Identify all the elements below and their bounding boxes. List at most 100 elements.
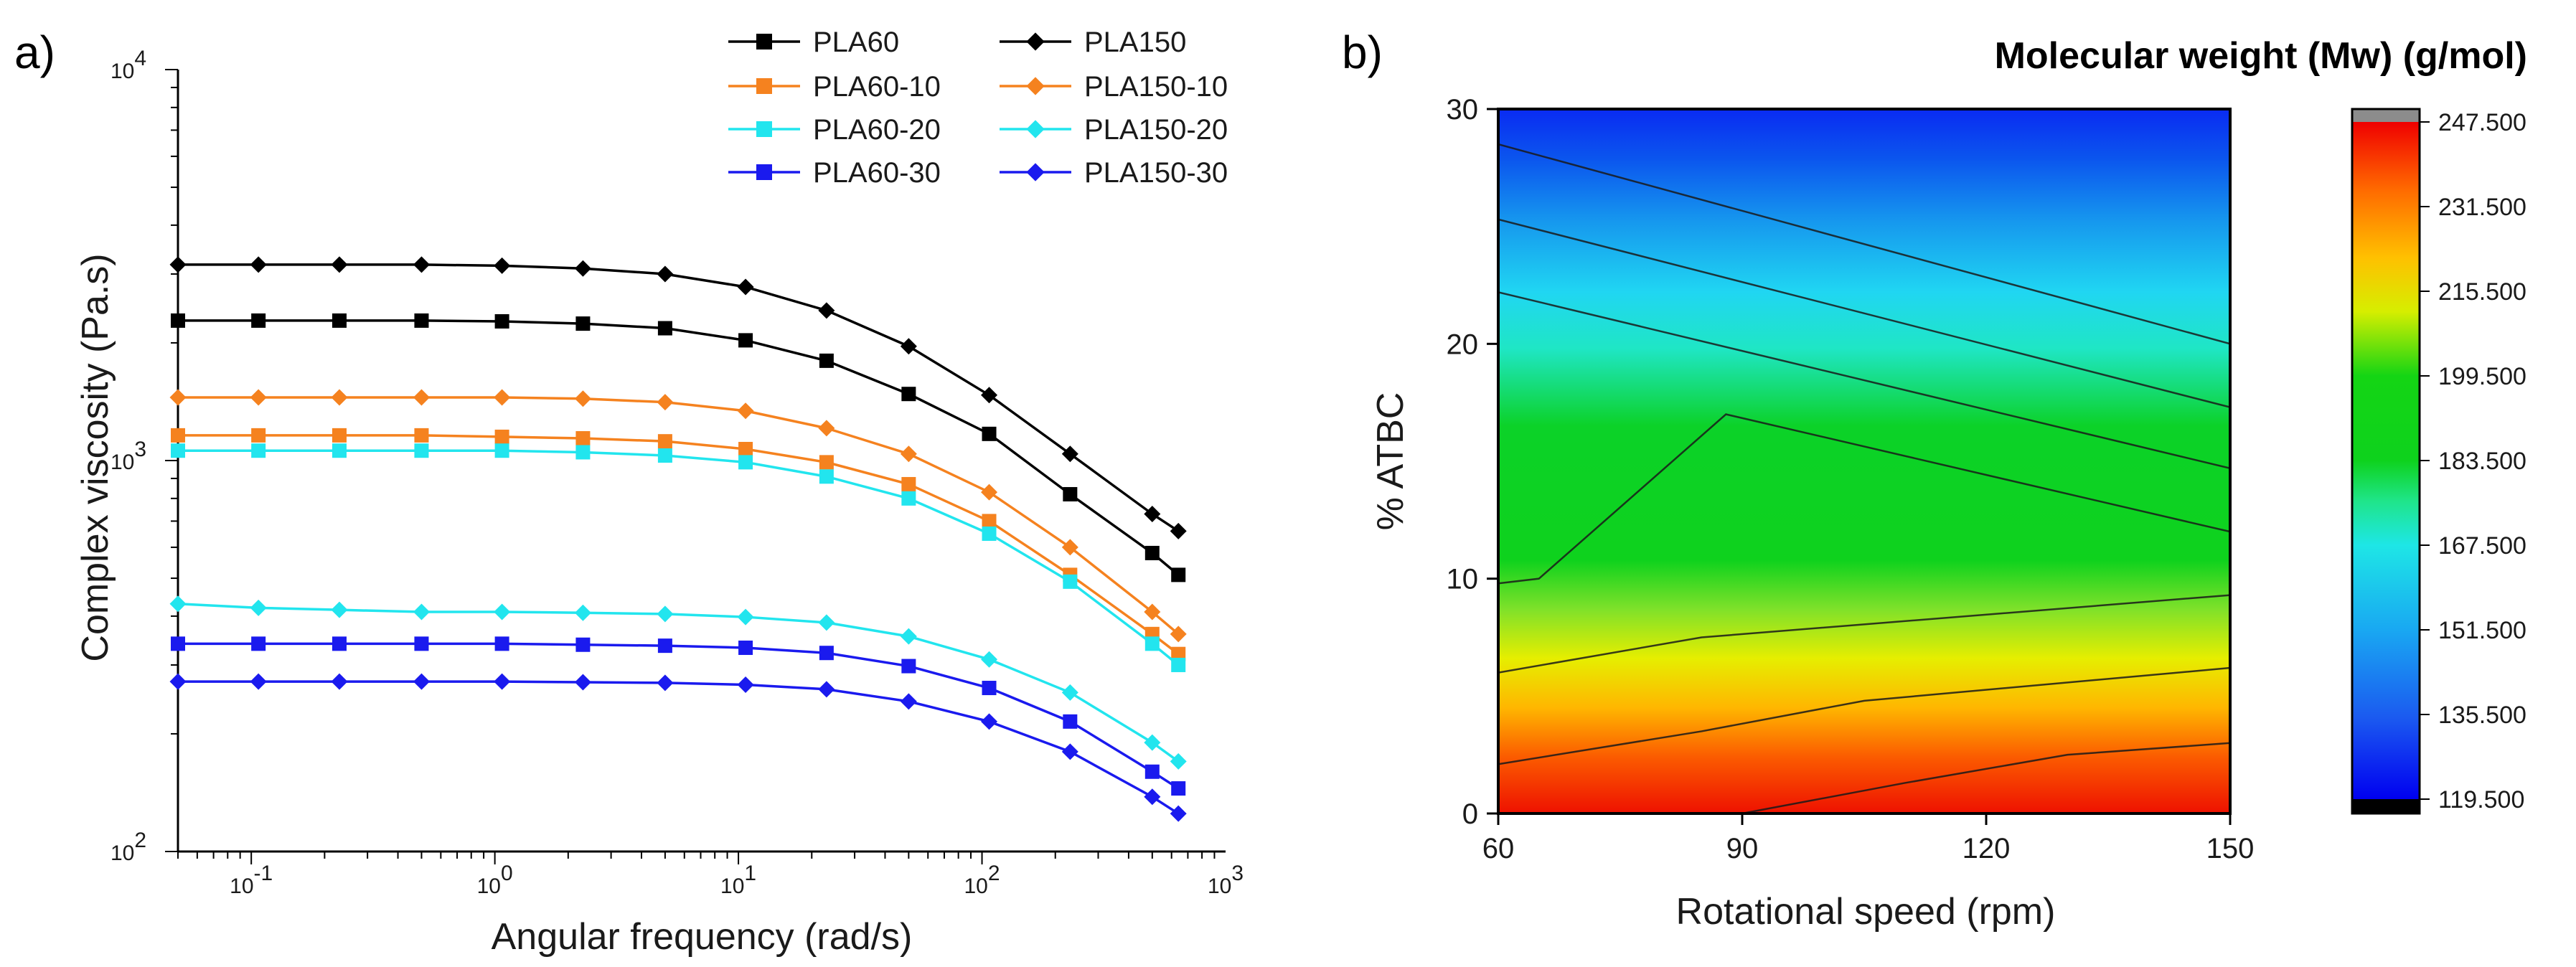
series-PLA150-20	[169, 595, 1187, 770]
x-tick-label-3: 102	[964, 862, 1000, 898]
data-point-PLA150-30-10	[981, 713, 998, 730]
series-PLA150-10	[169, 389, 1187, 643]
data-point-PLA150-8	[818, 302, 835, 319]
b-x-tick-label-0: 60	[1482, 833, 1515, 864]
data-point-PLA60-30-0	[171, 636, 185, 651]
data-point-PLA150-20-1	[250, 599, 267, 616]
x-tick-label-2: 101	[720, 862, 756, 898]
data-point-PLA150-9	[900, 338, 917, 355]
contour-line-0	[1498, 143, 2230, 345]
data-point-PLA150-30-6	[657, 674, 674, 692]
series-line-PLA60	[178, 319, 1180, 576]
legend-marker	[1026, 120, 1045, 138]
contour-line-4	[1498, 594, 2230, 674]
data-point-PLA150-30-2	[331, 673, 348, 690]
data-point-PLA60-10-0	[171, 428, 185, 443]
contour-frame	[1497, 108, 2232, 815]
contour-line-2	[1498, 291, 2230, 470]
colorbar: 119.500 135.500 151.500 167.500 183.500 199.5…	[2351, 108, 2526, 815]
data-point-PLA150-10-11	[1061, 539, 1078, 556]
legend-marker	[1026, 163, 1045, 181]
data-point-PLA150-11	[1061, 445, 1078, 463]
data-point-PLA60-12	[1144, 545, 1160, 560]
data-point-PLA150-10	[981, 387, 998, 404]
colorbar-tick-label-4: 183.500	[2438, 448, 2526, 475]
data-point-PLA150-13	[1170, 522, 1187, 539]
data-point-PLA150-10-13	[1170, 626, 1187, 643]
data-point-PLA60-30-8	[819, 646, 834, 661]
colorbar-gradient	[2352, 122, 2420, 799]
data-point-PLA150-20-7	[737, 608, 754, 626]
b-y-tick-label-2: 20	[1447, 329, 1479, 360]
data-point-PLA60-10-6	[657, 434, 672, 449]
series-line-PLA150-30	[178, 680, 1180, 815]
data-point-PLA150-12	[1144, 505, 1161, 522]
data-point-PLA60-0	[171, 313, 185, 328]
panel-b-axes: 60 90 120 150 0 10 20 30	[1447, 94, 2255, 864]
contour-line-6	[1741, 742, 2230, 813]
panel-b-colorbar-title: Molecular weight (Mw) (g/mol)	[1995, 35, 2527, 77]
legend-label: PLA60-30	[813, 157, 941, 189]
legend-label: PLA60-10	[813, 71, 941, 103]
legend-item-PLA60-30: PLA60-30	[728, 157, 941, 189]
legend-label: PLA60-20	[813, 114, 941, 146]
data-point-PLA150-10-1	[250, 389, 267, 406]
x-tick-label-1: 100	[477, 862, 513, 898]
data-point-PLA60-30-7	[738, 640, 753, 655]
data-point-PLA150-0	[169, 256, 187, 273]
data-point-PLA60-30-12	[1144, 764, 1160, 779]
data-point-PLA150-10-2	[331, 389, 348, 406]
data-point-PLA60-20-5	[575, 445, 591, 460]
contour-line-5	[1498, 666, 2230, 765]
legend-marker	[756, 34, 772, 49]
x-tick-label-4: 103	[1208, 862, 1244, 898]
legend-label: PLA150	[1084, 27, 1186, 58]
legend-marker	[1026, 32, 1045, 51]
data-point-PLA150-20-4	[494, 603, 511, 621]
legend-marker	[756, 121, 772, 137]
series-PLA60-30	[171, 636, 1186, 796]
legend-label: PLA60	[813, 27, 899, 58]
data-point-PLA150-20-9	[900, 628, 917, 645]
data-point-PLA60-20-6	[657, 448, 672, 463]
data-point-PLA60-10-3	[414, 428, 429, 443]
colorbar-tick-label-3: 167.500	[2438, 532, 2526, 560]
panel-a-series	[169, 256, 1187, 822]
data-point-PLA150-4	[494, 257, 511, 274]
data-point-PLA150-30-13	[1170, 805, 1187, 822]
data-point-PLA60-20-1	[251, 443, 266, 458]
data-point-PLA150-20-5	[574, 604, 591, 621]
data-point-PLA60-20-0	[171, 443, 185, 458]
colorbar-bottom-cap	[2352, 799, 2420, 813]
data-point-PLA60-4	[494, 313, 509, 329]
data-point-PLA60-1	[251, 313, 266, 328]
data-point-PLA60-10	[982, 426, 997, 441]
x-tick-label-0: 10-1	[230, 862, 273, 898]
data-point-PLA150-1	[250, 256, 267, 273]
data-point-PLA150-20-11	[1061, 684, 1078, 701]
data-point-PLA60-30-1	[251, 636, 266, 651]
series-line-PLA60-20	[178, 449, 1180, 666]
legend-label: PLA150-30	[1084, 157, 1228, 189]
colorbar-tick-label-6: 215.500	[2438, 278, 2526, 306]
series-PLA60	[171, 313, 1186, 582]
y-tick-label-0: 102	[111, 829, 146, 865]
data-point-PLA150-20-8	[818, 614, 835, 631]
data-point-PLA150-30-12	[1144, 788, 1161, 806]
data-point-PLA60-5	[575, 316, 591, 331]
series-line-PLA150-10	[178, 396, 1180, 636]
series-line-PLA150-20	[177, 603, 1180, 763]
data-point-PLA60-30-4	[494, 636, 509, 651]
legend-item-PLA60: PLA60	[728, 27, 899, 58]
legend-label: PLA150-20	[1084, 114, 1228, 146]
panel-a-x-axis-title: Angular frequency (rad/s)	[492, 916, 913, 958]
legend-item-PLA150-10: PLA150-10	[1000, 71, 1228, 103]
panel-b-y-axis-title: % ATBC	[1370, 392, 1411, 531]
data-point-PLA60-10-4	[494, 429, 509, 444]
data-point-PLA60-8	[819, 353, 834, 368]
data-point-PLA150-10-3	[413, 389, 430, 406]
data-point-PLA150-5	[574, 260, 591, 277]
colorbar-tick-label-5: 199.500	[2438, 363, 2526, 390]
legend-item-PLA150: PLA150	[1000, 27, 1186, 58]
data-point-PLA150-20-10	[981, 651, 998, 668]
